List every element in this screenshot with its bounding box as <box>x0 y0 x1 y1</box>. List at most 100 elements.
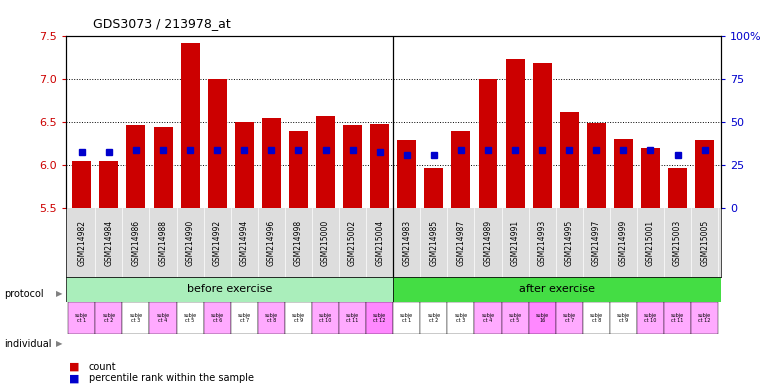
Text: GSM214989: GSM214989 <box>483 219 493 266</box>
Text: GSM214993: GSM214993 <box>537 219 547 266</box>
Text: GSM214984: GSM214984 <box>104 219 113 266</box>
Text: GSM214986: GSM214986 <box>131 219 140 266</box>
Bar <box>180 43 200 208</box>
Bar <box>614 139 633 208</box>
Text: GSM214996: GSM214996 <box>267 219 276 266</box>
Bar <box>474 302 501 334</box>
Bar <box>668 168 687 208</box>
Text: GSM214995: GSM214995 <box>564 219 574 266</box>
Bar <box>397 141 416 208</box>
Bar <box>691 302 718 334</box>
Text: GSM215004: GSM215004 <box>375 219 384 266</box>
Text: subje
ct 1: subje ct 1 <box>400 313 413 323</box>
Text: GSM214991: GSM214991 <box>510 219 520 266</box>
Bar <box>231 302 258 334</box>
Bar <box>370 124 389 208</box>
Bar <box>420 302 447 334</box>
Text: ▶: ▶ <box>56 289 62 298</box>
Bar <box>695 141 714 208</box>
Text: ▶: ▶ <box>56 339 62 348</box>
Text: GSM214999: GSM214999 <box>619 219 628 266</box>
Bar <box>204 302 231 334</box>
Text: subje
ct 3: subje ct 3 <box>454 313 467 323</box>
Text: subje
ct 4: subje ct 4 <box>481 313 494 323</box>
Bar <box>506 59 524 208</box>
Text: subje
ct 12: subje ct 12 <box>698 313 711 323</box>
Text: GSM214992: GSM214992 <box>213 219 222 266</box>
Bar <box>479 79 497 208</box>
Text: subje
ct 3: subje ct 3 <box>130 313 143 323</box>
Text: subje
16: subje 16 <box>536 313 549 323</box>
Text: GSM214985: GSM214985 <box>429 219 439 266</box>
Text: GSM215001: GSM215001 <box>646 219 655 266</box>
Text: after exercise: after exercise <box>519 284 595 294</box>
Text: GSM215003: GSM215003 <box>673 219 682 266</box>
Text: subje
ct 8: subje ct 8 <box>590 313 603 323</box>
Text: subje
ct 11: subje ct 11 <box>671 313 684 323</box>
Bar <box>641 148 660 208</box>
Bar <box>177 302 204 334</box>
Bar <box>583 302 610 334</box>
Bar <box>150 302 177 334</box>
Bar <box>339 302 366 334</box>
Bar <box>69 302 96 334</box>
Text: GSM214994: GSM214994 <box>240 219 249 266</box>
Bar <box>610 302 637 334</box>
Bar <box>452 131 470 208</box>
Bar <box>556 302 583 334</box>
Text: subje
ct 4: subje ct 4 <box>157 313 170 323</box>
Bar <box>289 131 308 208</box>
Text: subje
ct 2: subje ct 2 <box>427 313 440 323</box>
Bar <box>501 302 529 334</box>
Bar <box>126 125 146 208</box>
Bar <box>637 302 664 334</box>
Text: subje
ct 10: subje ct 10 <box>319 313 332 323</box>
Bar <box>72 161 91 208</box>
Text: GSM214983: GSM214983 <box>402 219 411 266</box>
Bar <box>312 302 339 334</box>
Text: GSM215000: GSM215000 <box>321 219 330 266</box>
Text: protocol: protocol <box>4 289 43 299</box>
Bar <box>343 125 362 208</box>
Text: before exercise: before exercise <box>187 284 272 294</box>
Text: subje
ct 8: subje ct 8 <box>264 313 278 323</box>
Text: GDS3073 / 213978_at: GDS3073 / 213978_at <box>93 17 231 30</box>
Text: subje
ct 7: subje ct 7 <box>237 313 251 323</box>
Bar <box>560 112 579 208</box>
Bar <box>529 302 556 334</box>
Text: subje
ct 9: subje ct 9 <box>617 313 630 323</box>
Bar <box>393 302 420 334</box>
Bar <box>96 302 123 334</box>
Bar <box>424 168 443 208</box>
Bar <box>393 277 721 302</box>
Bar <box>366 302 393 334</box>
Bar <box>235 122 254 208</box>
Text: GSM214997: GSM214997 <box>592 219 601 266</box>
Text: percentile rank within the sample: percentile rank within the sample <box>89 373 254 383</box>
Text: subje
ct 10: subje ct 10 <box>644 313 657 323</box>
Text: GSM214990: GSM214990 <box>186 219 194 266</box>
Text: subje
ct 5: subje ct 5 <box>183 313 197 323</box>
Text: subje
ct 5: subje ct 5 <box>509 313 522 323</box>
Text: subje
ct 7: subje ct 7 <box>563 313 576 323</box>
Text: individual: individual <box>4 339 52 349</box>
Text: subje
ct 6: subje ct 6 <box>210 313 224 323</box>
Bar <box>207 79 227 208</box>
Bar <box>99 161 118 208</box>
Bar <box>258 302 285 334</box>
Text: ■: ■ <box>69 373 80 383</box>
Bar <box>533 63 551 208</box>
Bar <box>316 116 335 208</box>
Text: GSM214982: GSM214982 <box>77 220 86 265</box>
Bar <box>153 127 173 208</box>
Text: subje
ct 9: subje ct 9 <box>292 313 305 323</box>
Text: GSM214987: GSM214987 <box>456 219 466 266</box>
Bar <box>285 302 312 334</box>
Text: GSM215005: GSM215005 <box>700 219 709 266</box>
Text: subje
ct 1: subje ct 1 <box>76 313 89 323</box>
Bar <box>123 302 150 334</box>
Text: subje
ct 11: subje ct 11 <box>346 313 359 323</box>
Text: count: count <box>89 362 116 372</box>
Text: subje
ct 2: subje ct 2 <box>103 313 116 323</box>
Bar <box>587 123 606 208</box>
